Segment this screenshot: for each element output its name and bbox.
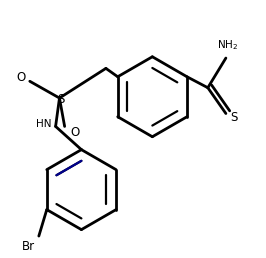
Text: Br: Br [22,240,35,253]
Text: O: O [16,71,25,84]
Text: S: S [231,111,238,124]
Text: S: S [57,93,64,106]
Text: HN: HN [36,119,52,129]
Text: NH$_2$: NH$_2$ [217,38,238,52]
Text: O: O [70,126,80,139]
